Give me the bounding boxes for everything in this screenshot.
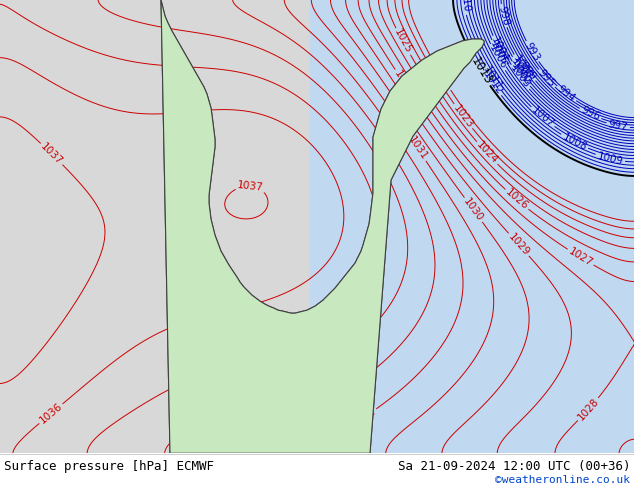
Text: 1023: 1023	[451, 103, 475, 130]
Text: 1024: 1024	[474, 140, 500, 166]
Text: 1000: 1000	[511, 54, 534, 81]
Text: 995: 995	[536, 68, 557, 89]
Text: 998: 998	[496, 5, 510, 26]
Text: 1022: 1022	[432, 63, 454, 91]
Text: 1028: 1028	[576, 396, 601, 422]
Text: 1028: 1028	[392, 69, 415, 96]
Text: 1029: 1029	[506, 231, 531, 258]
Text: 1031: 1031	[406, 135, 429, 162]
Text: 994: 994	[555, 84, 578, 104]
Text: Surface pressure [hPa] ECMWF: Surface pressure [hPa] ECMWF	[4, 460, 214, 473]
Text: 1006: 1006	[487, 44, 508, 72]
Text: 1013: 1013	[468, 55, 494, 87]
Polygon shape	[161, 0, 484, 453]
Text: 1027: 1027	[567, 246, 594, 269]
Text: 1011: 1011	[481, 65, 504, 92]
Text: 997: 997	[607, 119, 629, 133]
Text: Sa 21-09-2024 12:00 UTC (00+36): Sa 21-09-2024 12:00 UTC (00+36)	[398, 460, 630, 473]
Text: 1033: 1033	[278, 410, 306, 431]
Polygon shape	[161, 0, 484, 453]
Text: 1030: 1030	[462, 196, 485, 223]
Text: 1037: 1037	[39, 141, 65, 167]
Bar	[310, 0, 634, 453]
Text: 999: 999	[518, 60, 538, 82]
Text: 1025: 1025	[392, 27, 414, 55]
Text: 1002: 1002	[509, 60, 533, 88]
Text: 1035: 1035	[214, 354, 243, 373]
Text: 1034: 1034	[228, 393, 257, 413]
Text: 1008: 1008	[560, 131, 588, 152]
Text: 1026: 1026	[503, 187, 530, 212]
Text: 1007: 1007	[529, 105, 556, 129]
Text: 996: 996	[579, 105, 602, 122]
Text: 1003: 1003	[508, 64, 532, 91]
Text: 1036: 1036	[37, 401, 64, 426]
Text: 1004: 1004	[489, 35, 510, 63]
Text: 1032: 1032	[350, 406, 377, 429]
Text: ©weatheronline.co.uk: ©weatheronline.co.uk	[495, 475, 630, 485]
Text: 993: 993	[522, 40, 541, 63]
Text: 1010: 1010	[458, 0, 471, 14]
Text: 1005: 1005	[488, 40, 509, 67]
Text: 1001: 1001	[509, 56, 533, 83]
Text: 1012: 1012	[481, 70, 504, 97]
Text: 1037: 1037	[236, 180, 264, 193]
Text: 1009: 1009	[596, 151, 624, 167]
